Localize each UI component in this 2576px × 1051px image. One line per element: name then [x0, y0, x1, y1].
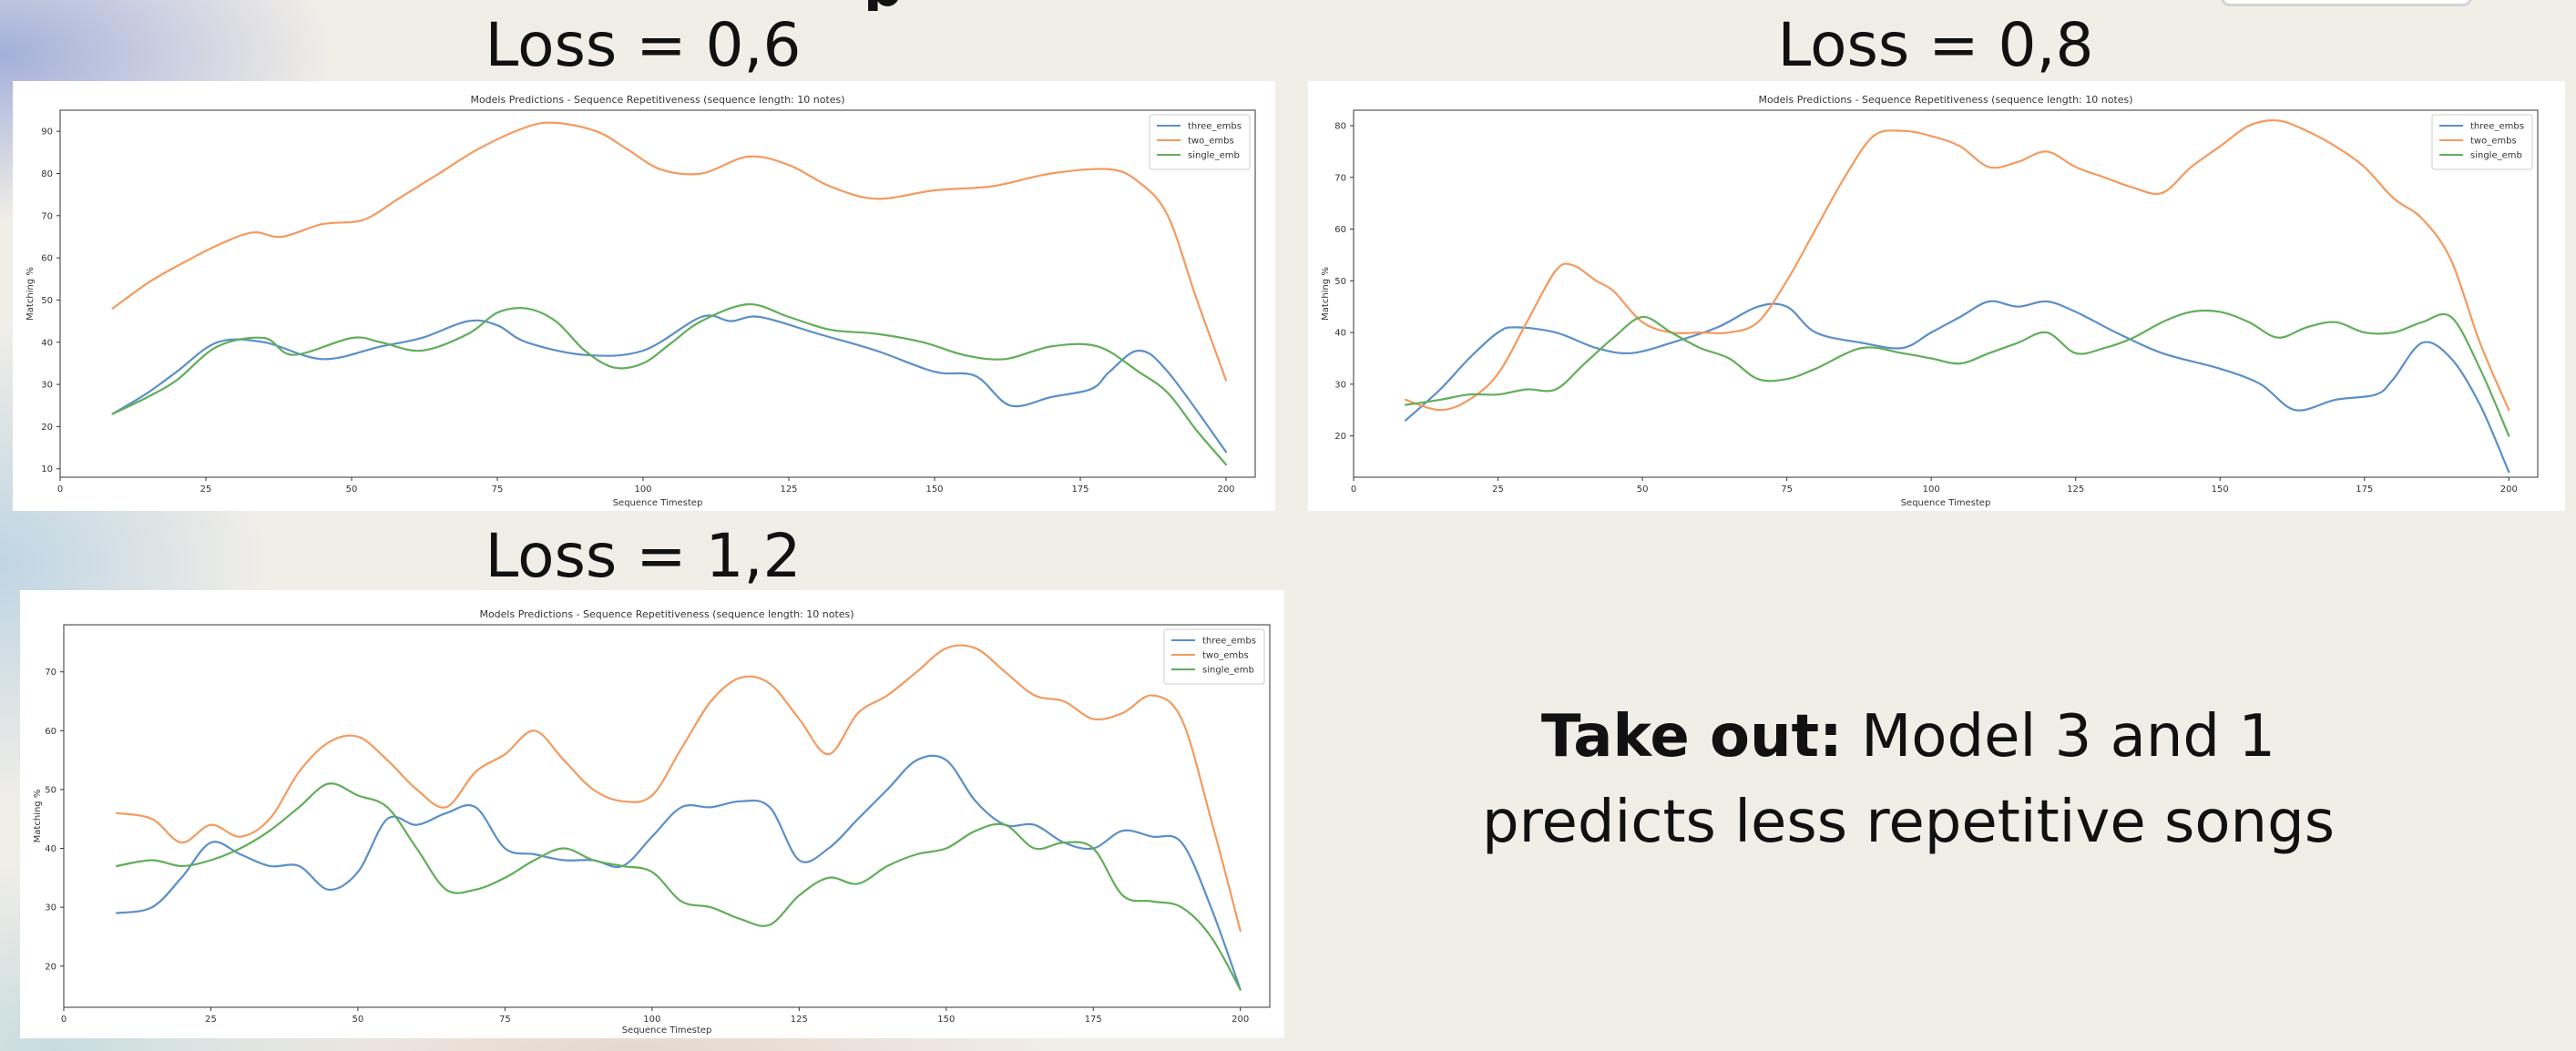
series-line-three-embs	[111, 314, 1228, 454]
y-tick-label: 50	[45, 785, 56, 795]
y-tick-label: 30	[41, 381, 53, 391]
x-tick-label: 100	[1923, 485, 1940, 495]
y-axis-label: Matching %	[26, 267, 36, 321]
x-tick-label: 25	[200, 485, 212, 495]
line-chart-loss-08: Models Predictions - Sequence Repetitive…	[1308, 81, 2565, 511]
x-axis-label: Sequence Timestep	[1901, 498, 1991, 508]
y-tick-label: 70	[41, 211, 53, 221]
y-axis-label: Matching %	[33, 790, 43, 843]
y-tick-label: 30	[45, 903, 56, 913]
legend-label-three-embs: three_embs	[1202, 637, 1256, 647]
x-tick-label: 100	[643, 1015, 660, 1025]
plot-frame	[1353, 109, 2539, 478]
x-tick-label: 50	[346, 485, 358, 495]
x-tick-label: 0	[1351, 485, 1356, 495]
x-tick-label: 50	[1637, 485, 1649, 495]
loss-title-3: Loss = 1,2	[485, 521, 802, 591]
legend-label-two-embs: two_embs	[1188, 137, 1234, 147]
y-tick-label: 60	[1334, 225, 1346, 235]
x-tick-label: 125	[791, 1015, 808, 1025]
x-tick-label: 50	[353, 1015, 364, 1025]
y-tick-label: 90	[41, 128, 53, 138]
x-tick-label: 150	[2212, 485, 2229, 495]
y-tick-label: 40	[45, 844, 56, 854]
series-line-two-embs	[1405, 119, 2510, 412]
x-axis-label: Sequence Timestep	[622, 1025, 712, 1036]
series-line-single-emb	[111, 302, 1228, 466]
x-tick-label: 100	[634, 485, 651, 495]
x-tick-label: 175	[2356, 485, 2373, 495]
x-tick-label: 175	[1085, 1015, 1102, 1025]
y-tick-label: 20	[1334, 432, 1346, 442]
series-line-two-embs	[111, 121, 1228, 382]
chart-title: Models Predictions - Sequence Repetitive…	[470, 94, 844, 106]
y-tick-label: 60	[41, 254, 53, 264]
x-tick-label: 200	[1232, 1015, 1249, 1025]
x-tick-label: 150	[937, 1015, 955, 1025]
y-tick-label: 70	[1334, 173, 1346, 183]
x-tick-label: 175	[1071, 485, 1089, 495]
line-chart-loss-12: Models Predictions - Sequence Repetitive…	[20, 590, 1284, 1038]
legend-label-single-emb: single_emb	[2470, 151, 2522, 161]
takeaway-body: Model 3 and 1 predicts less repetitive s…	[1481, 703, 2336, 856]
chart-title: Models Predictions - Sequence Repetitive…	[479, 608, 854, 620]
takeaway-text: Take out: Model 3 and 1 predicts less re…	[1421, 694, 2396, 865]
legend-label-two-embs: two_embs	[2470, 137, 2517, 147]
x-tick-label: 200	[2500, 485, 2518, 495]
y-tick-label: 70	[45, 668, 56, 678]
y-tick-label: 80	[1334, 122, 1346, 132]
x-axis-label: Sequence Timestep	[613, 498, 703, 508]
legend-label-three-embs: three_embs	[2470, 122, 2524, 132]
plot-frame	[63, 624, 1271, 1008]
y-axis-label: Matching %	[1321, 267, 1331, 321]
loss-title-2: Loss = 0,8	[1777, 10, 2094, 80]
chart-background	[13, 81, 1275, 511]
y-tick-label: 80	[41, 169, 53, 179]
chart-panel-1: Models Predictions - Sequence Repetitive…	[13, 81, 1275, 511]
corner-widget	[2221, 0, 2472, 6]
takeaway-label: Take out:	[1540, 703, 1843, 770]
y-tick-label: 40	[1334, 329, 1346, 339]
y-tick-label: 10	[41, 464, 53, 474]
line-chart-loss-06: Models Predictions - Sequence Repetitive…	[13, 81, 1275, 511]
series-line-three-embs	[1405, 300, 2510, 474]
x-tick-label: 75	[492, 485, 504, 495]
legend-label-single-emb: single_emb	[1202, 666, 1254, 676]
chart-background	[1308, 81, 2565, 511]
x-tick-label: 75	[499, 1015, 511, 1025]
chart-panel-2: Models Predictions - Sequence Repetitive…	[1308, 81, 2565, 511]
x-tick-label: 200	[1217, 485, 1234, 495]
y-tick-label: 20	[41, 423, 53, 433]
y-tick-label: 20	[45, 962, 56, 972]
loss-title-1: Loss = 0,6	[485, 10, 802, 80]
y-tick-label: 50	[1334, 277, 1346, 287]
x-tick-label: 0	[57, 485, 63, 495]
series-line-single-emb	[116, 782, 1242, 991]
x-tick-label: 25	[1492, 485, 1504, 495]
legend-label-single-emb: single_emb	[1188, 151, 1240, 161]
chart-background	[20, 590, 1284, 1038]
x-tick-label: 125	[780, 485, 797, 495]
y-tick-label: 50	[41, 296, 53, 306]
series-line-two-embs	[116, 644, 1242, 933]
x-tick-label: 75	[1781, 485, 1793, 495]
x-tick-label: 0	[61, 1015, 66, 1025]
series-line-single-emb	[1405, 309, 2510, 437]
y-tick-label: 30	[1334, 380, 1346, 390]
plot-frame	[59, 109, 1256, 478]
chart-panel-3: Models Predictions - Sequence Repetitive…	[20, 590, 1284, 1038]
x-tick-label: 125	[2067, 485, 2084, 495]
cropped-heading-glyph: p	[864, 0, 955, 11]
legend-label-three-embs: three_embs	[1188, 122, 1242, 132]
y-tick-label: 40	[41, 338, 53, 348]
y-tick-label: 60	[45, 727, 56, 737]
x-tick-label: 25	[205, 1015, 217, 1025]
legend-label-two-embs: two_embs	[1202, 651, 1249, 661]
x-tick-label: 150	[925, 485, 943, 495]
chart-title: Models Predictions - Sequence Repetitive…	[1758, 94, 2132, 106]
